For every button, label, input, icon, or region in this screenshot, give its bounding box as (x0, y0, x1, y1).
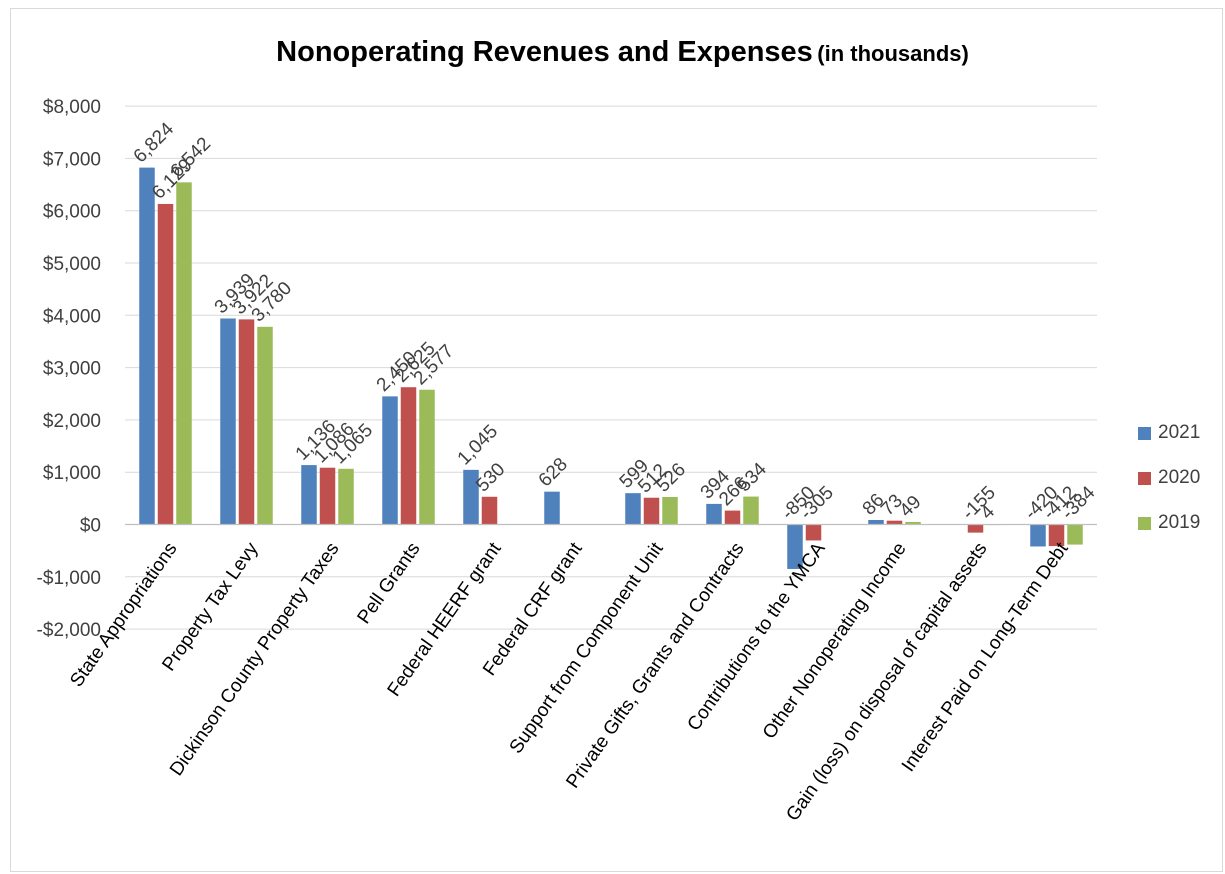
legend-swatch-2021 (1138, 427, 1151, 440)
chart-title-sub: (in thousands) (817, 41, 969, 66)
bar (967, 524, 984, 533)
legend-swatch-2020 (1138, 472, 1151, 485)
y-tick-label: -$1,000 (37, 568, 101, 589)
bar (1030, 524, 1046, 547)
bar (481, 496, 498, 525)
bar (662, 496, 678, 525)
legend-label-2021: 2021 (1158, 422, 1201, 443)
x-category-label: Dickinson County Property Taxes (166, 539, 344, 780)
bar (706, 503, 722, 525)
bar (1048, 524, 1065, 547)
bar (238, 319, 255, 525)
bar (157, 203, 174, 525)
x-category-label: Pell Grants (353, 539, 424, 628)
data-label: 6,824 (130, 118, 179, 167)
bar (805, 524, 822, 541)
bar (544, 491, 560, 525)
y-tick-label: $0 (80, 516, 101, 537)
bar (400, 387, 417, 525)
bar (905, 521, 921, 525)
y-tick-label: $1,000 (43, 463, 101, 484)
bar (787, 524, 803, 569)
legend-label-2020: 2020 (1158, 467, 1201, 488)
y-tick-label: $8,000 (43, 97, 101, 118)
bar (301, 465, 317, 525)
bar (419, 389, 435, 525)
y-tick-label: $2,000 (43, 411, 101, 432)
bar (724, 510, 741, 525)
bar (338, 468, 354, 525)
data-label: 49 (896, 492, 926, 522)
bar (139, 167, 155, 525)
chart-title: Nonoperating Revenues and Expenses (in t… (0, 36, 1225, 69)
x-category-label: Contributions to the YMCA (684, 539, 830, 735)
bar (176, 182, 192, 525)
bar (868, 520, 884, 525)
bar (463, 469, 479, 525)
y-tick-label: $6,000 (43, 202, 101, 223)
bar (886, 520, 903, 525)
y-tick-label: $3,000 (43, 359, 101, 380)
data-label: 628 (535, 454, 572, 491)
legend-swatch-2019 (1138, 517, 1151, 530)
bar (625, 493, 641, 525)
x-category-label: Other Nonoperating Income (759, 539, 911, 743)
y-tick-label: -$2,000 (37, 620, 101, 641)
legend-label-2019: 2019 (1158, 512, 1201, 533)
bar (643, 497, 660, 525)
bar (220, 318, 236, 525)
bar (319, 467, 336, 525)
bar (1067, 524, 1083, 545)
y-tick-label: $7,000 (43, 149, 101, 170)
y-tick-label: $5,000 (43, 254, 101, 275)
x-category-label: Support from Component Unit (506, 538, 668, 757)
bar (743, 496, 759, 525)
y-tick-label: $4,000 (43, 306, 101, 327)
x-category-label: Interest Paid on Long-Term Debt (898, 538, 1073, 776)
chart-frame (10, 8, 1223, 872)
bar (257, 326, 273, 525)
bar (382, 396, 398, 525)
chart-title-main: Nonoperating Revenues and Expenses (276, 36, 813, 68)
